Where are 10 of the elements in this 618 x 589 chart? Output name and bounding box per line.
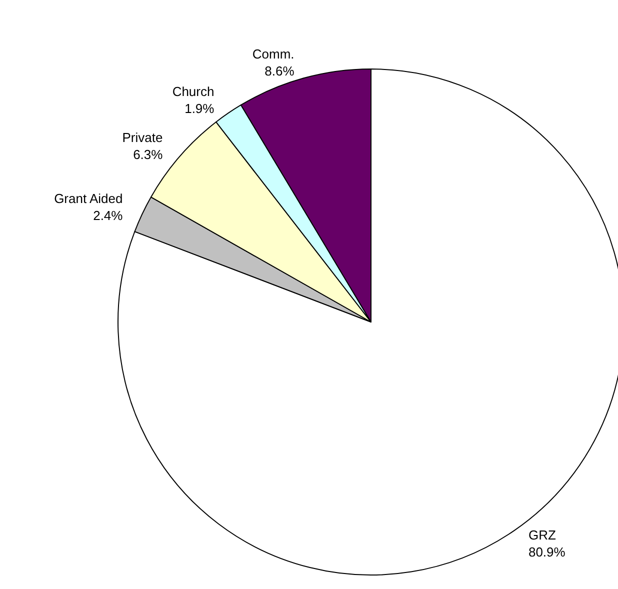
slice-label: GRZ — [528, 528, 556, 543]
slice-label: Comm. — [252, 46, 294, 62]
slice-label: Church — [172, 84, 214, 99]
data-label: 80.9% — [528, 544, 566, 560]
data-label: 2.4% — [93, 208, 124, 224]
data-label: 1.9% — [184, 100, 215, 116]
data-label: 8.6% — [264, 64, 295, 79]
slice-label: Private — [122, 130, 163, 145]
slice-label: Grant Aided — [54, 191, 123, 206]
data-label: 6.3% — [133, 146, 164, 162]
